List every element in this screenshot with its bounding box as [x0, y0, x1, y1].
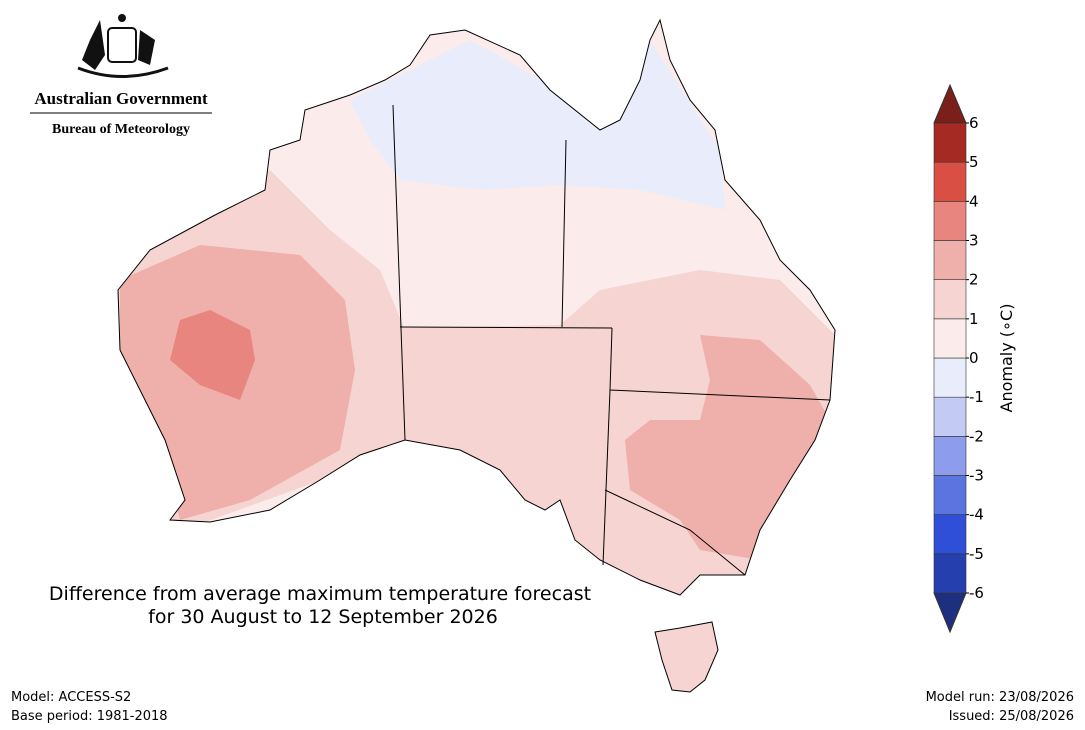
- government-name: Australian Government: [34, 89, 208, 108]
- colorbar-segment: [933, 279, 967, 320]
- colorbar-over: [933, 83, 967, 124]
- map-title: for 30 August to 12 September 2026: [148, 606, 498, 628]
- agency-name: Bureau of Meteorology: [52, 122, 190, 137]
- colorbar-tick-label: 3: [969, 232, 979, 250]
- colorbar-tick-label: -2: [969, 427, 984, 445]
- footer-text: Issued: 25/08/2026: [949, 709, 1074, 724]
- colorbar: -6 -5 -4 -3 -2 -1 0 1 2 3 4 5 6: [933, 83, 984, 634]
- logo: [77, 14, 169, 78]
- footer-text: Model: ACCESS-S2: [11, 690, 131, 705]
- colorbar-tick-label: -3: [969, 467, 984, 485]
- colorbar-segment: [933, 318, 967, 359]
- colorbar-segment: [933, 436, 967, 476]
- colorbar-segment: [933, 240, 967, 280]
- colorbar-tick-label: -1: [969, 388, 984, 406]
- colorbar-segment: [933, 553, 967, 594]
- colorbar-tick-label: 5: [969, 153, 979, 171]
- colorbar-tick-label: 0: [969, 349, 979, 367]
- colorbar-segment: [933, 201, 967, 241]
- colorbar-label: Anomaly (∘C): [997, 304, 1016, 413]
- colorbar-segment: [933, 122, 967, 163]
- footer-text: Model run: 23/08/2026: [926, 690, 1074, 705]
- colorbar-under: [933, 592, 967, 634]
- colorbar-tick-label: 2: [969, 271, 979, 289]
- colorbar-segment: [933, 514, 967, 555]
- colorbar-tick-label: 1: [969, 310, 979, 328]
- colorbar-segment: [933, 396, 967, 437]
- colorbar-segment: [933, 475, 967, 515]
- map-title: Difference from average maximum temperat…: [49, 583, 591, 605]
- colorbar-tick-label: -6: [969, 584, 984, 602]
- colorbar-tick-label: 6: [969, 114, 979, 132]
- colorbar-tick-label: -5: [969, 545, 984, 563]
- colorbar-segment: [933, 357, 967, 398]
- colorbar-tick-label: -4: [969, 506, 984, 524]
- colorbar-segment: [933, 161, 967, 202]
- footer-text: Base period: 1981-2018: [11, 709, 168, 724]
- colorbar-tick-label: 4: [969, 192, 979, 210]
